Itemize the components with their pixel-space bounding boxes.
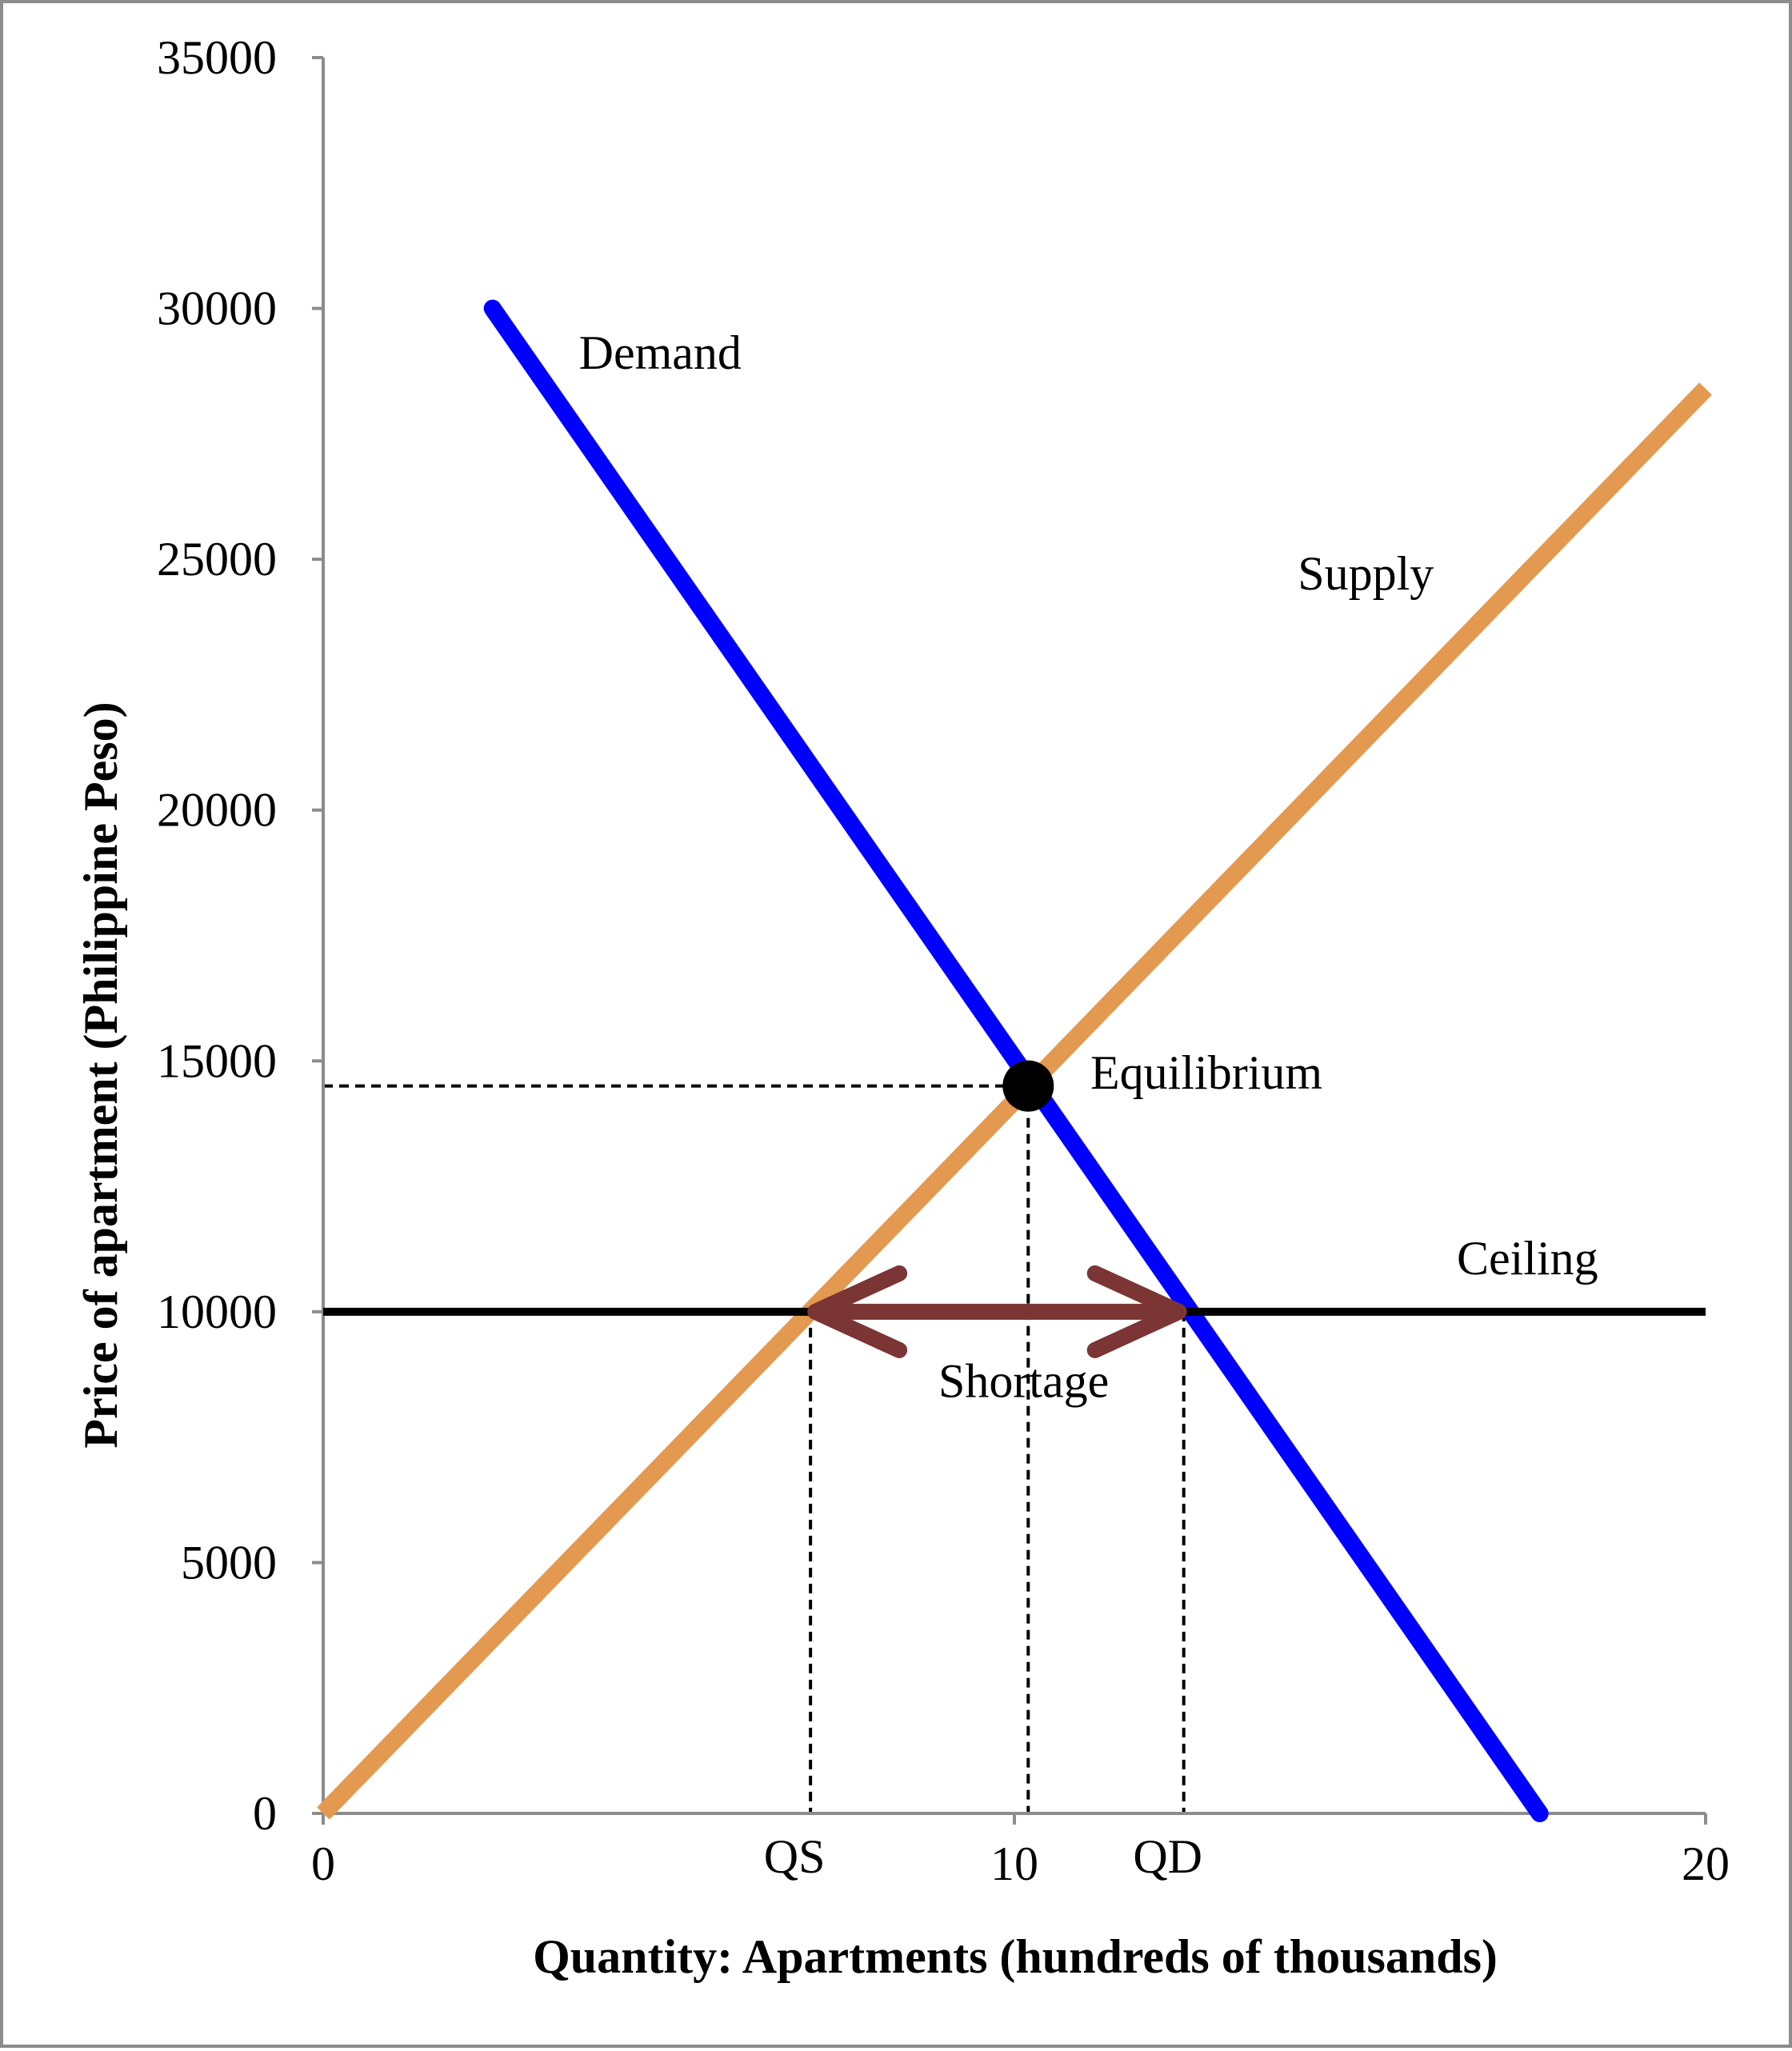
y-tick-label: 30000 [157,282,277,335]
axes [312,56,1707,1825]
tick-labels: 0 5000 10000 15000 20000 25000 30000 35000 0 10 20… [157,31,1730,1890]
y-tick-label: 25000 [157,533,277,586]
x-axis-title: Quantity: Apartments (hundreds of thousa… [533,1930,1498,1983]
x-tick-label: 20 [1682,1837,1730,1890]
y-tick-label: 5000 [181,1536,277,1589]
annotation-ceiling: Ceiling [1457,1232,1598,1285]
y-axis-title: Price of apartment (Philippine Peso) [74,702,127,1448]
marks [807,1060,1187,1358]
shortage-arrowhead-right [1086,1265,1187,1358]
dashed-guides [323,1084,1186,1813]
equilibrium-point [1002,1060,1054,1112]
shortage-arrowhead-left [807,1265,908,1358]
annotations: Demand Supply Equilibrium Ceiling Shortage [579,326,1598,1408]
annotation-shortage: Shortage [938,1354,1109,1407]
y-tick-label: 15000 [157,1034,277,1087]
x-quantity-label: QS [764,1830,826,1883]
y-tick-label: 20000 [157,784,277,837]
supply-demand-chart: 0 5000 10000 15000 20000 25000 30000 35000 0 10 20… [74,31,1730,1983]
x-tick-label: 0 [311,1837,335,1890]
series-demand-line [483,299,1549,1822]
x-tick-label: 10 [990,1837,1038,1890]
y-tick-label: 35000 [157,31,277,84]
annotation-equilibrium: Equilibrium [1090,1046,1322,1099]
series-lines [317,299,1712,1822]
y-tick-label: 10000 [157,1285,277,1338]
annotation-supply: Supply [1298,547,1434,600]
y-tick-label: 0 [253,1787,277,1840]
annotation-demand: Demand [579,326,742,379]
x-quantity-label: QD [1133,1830,1202,1883]
